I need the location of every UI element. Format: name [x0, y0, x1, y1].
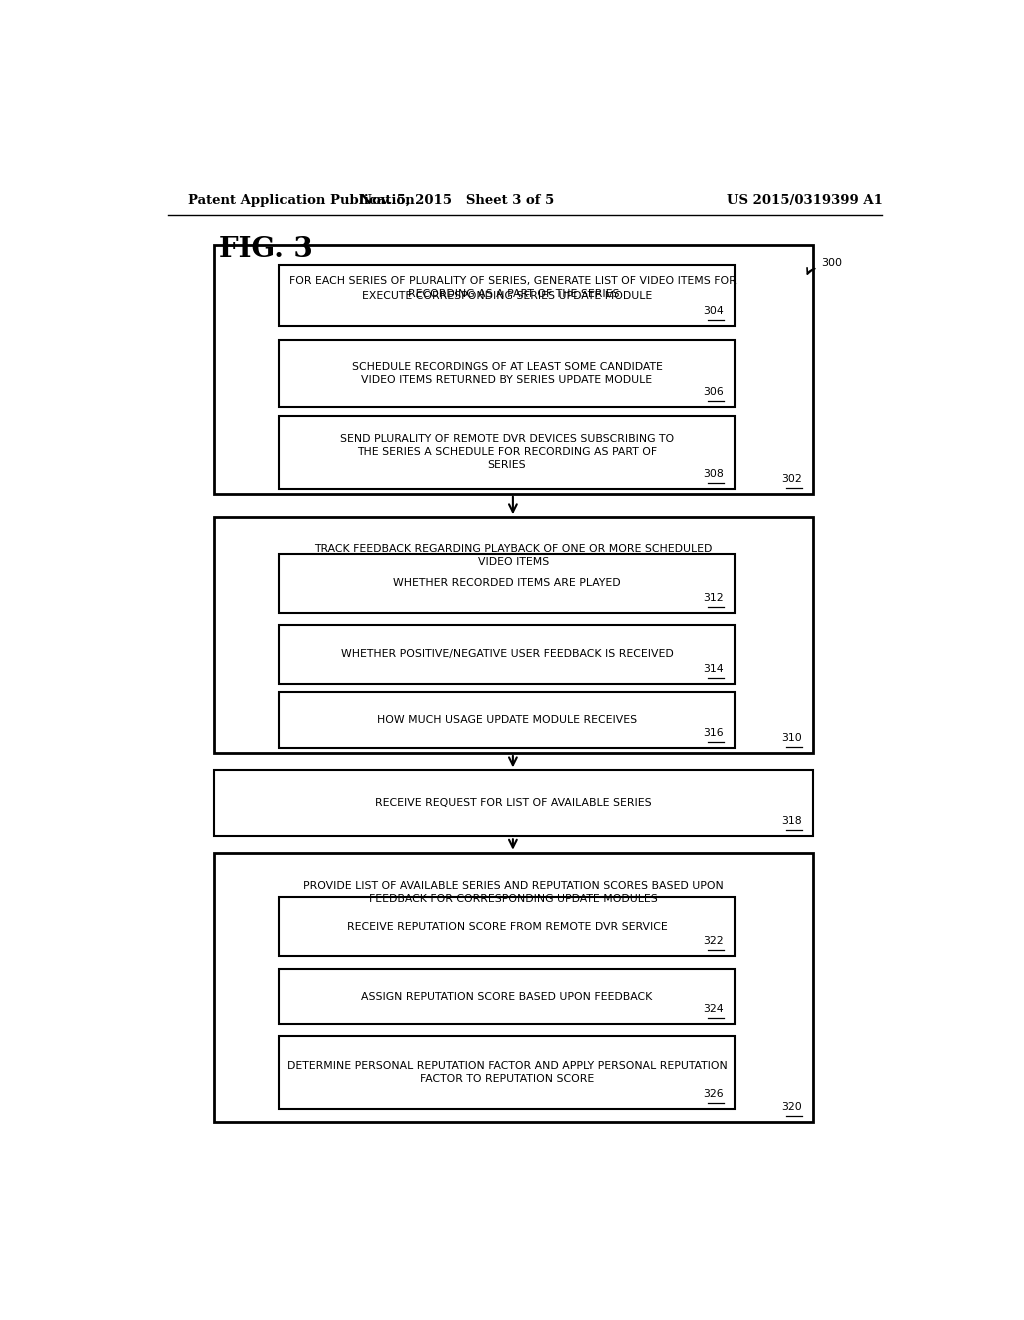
FancyBboxPatch shape	[279, 416, 735, 488]
Text: 314: 314	[703, 664, 724, 673]
FancyBboxPatch shape	[214, 517, 813, 752]
Text: 302: 302	[781, 474, 802, 483]
Text: Patent Application Publication: Patent Application Publication	[187, 194, 415, 206]
Text: 304: 304	[703, 306, 724, 315]
Text: SEND PLURALITY OF REMOTE DVR DEVICES SUBSCRIBING TO
THE SERIES A SCHEDULE FOR RE: SEND PLURALITY OF REMOTE DVR DEVICES SUB…	[340, 434, 674, 470]
FancyBboxPatch shape	[279, 692, 735, 748]
Text: ASSIGN REPUTATION SCORE BASED UPON FEEDBACK: ASSIGN REPUTATION SCORE BASED UPON FEEDB…	[361, 991, 652, 1002]
FancyBboxPatch shape	[214, 771, 813, 837]
Text: EXECUTE CORRESPONDING SERIES UPDATE MODULE: EXECUTE CORRESPONDING SERIES UPDATE MODU…	[361, 290, 652, 301]
Text: WHETHER RECORDED ITEMS ARE PLAYED: WHETHER RECORDED ITEMS ARE PLAYED	[393, 578, 621, 589]
Text: SCHEDULE RECORDINGS OF AT LEAST SOME CANDIDATE
VIDEO ITEMS RETURNED BY SERIES UP: SCHEDULE RECORDINGS OF AT LEAST SOME CAN…	[351, 362, 663, 385]
Text: 306: 306	[703, 387, 724, 397]
Text: 318: 318	[781, 816, 802, 826]
Text: DETERMINE PERSONAL REPUTATION FACTOR AND APPLY PERSONAL REPUTATION
FACTOR TO REP: DETERMINE PERSONAL REPUTATION FACTOR AND…	[287, 1060, 727, 1084]
Text: 308: 308	[703, 469, 724, 479]
Text: 326: 326	[703, 1089, 724, 1098]
Text: US 2015/0319399 A1: US 2015/0319399 A1	[727, 194, 883, 206]
Text: 320: 320	[781, 1102, 802, 1111]
Text: 310: 310	[781, 733, 802, 743]
FancyBboxPatch shape	[279, 1036, 735, 1109]
FancyBboxPatch shape	[279, 265, 735, 326]
Text: TRACK FEEDBACK REGARDING PLAYBACK OF ONE OR MORE SCHEDULED
VIDEO ITEMS: TRACK FEEDBACK REGARDING PLAYBACK OF ONE…	[314, 544, 713, 568]
Text: HOW MUCH USAGE UPDATE MODULE RECEIVES: HOW MUCH USAGE UPDATE MODULE RECEIVES	[377, 715, 637, 725]
Text: FIG. 3: FIG. 3	[219, 236, 313, 264]
FancyBboxPatch shape	[279, 554, 735, 612]
Text: PROVIDE LIST OF AVAILABLE SERIES AND REPUTATION SCORES BASED UPON
FEEDBACK FOR C: PROVIDE LIST OF AVAILABLE SERIES AND REP…	[303, 880, 724, 904]
Text: FOR EACH SERIES OF PLURALITY OF SERIES, GENERATE LIST OF VIDEO ITEMS FOR
RECORDI: FOR EACH SERIES OF PLURALITY OF SERIES, …	[290, 276, 737, 298]
Text: RECEIVE REQUEST FOR LIST OF AVAILABLE SERIES: RECEIVE REQUEST FOR LIST OF AVAILABLE SE…	[375, 799, 651, 808]
FancyBboxPatch shape	[279, 898, 735, 956]
FancyBboxPatch shape	[214, 853, 813, 1122]
Text: 316: 316	[703, 727, 724, 738]
Text: Nov. 5, 2015   Sheet 3 of 5: Nov. 5, 2015 Sheet 3 of 5	[360, 194, 554, 206]
FancyBboxPatch shape	[279, 341, 735, 408]
FancyBboxPatch shape	[214, 244, 813, 494]
FancyBboxPatch shape	[279, 969, 735, 1024]
Text: RECEIVE REPUTATION SCORE FROM REMOTE DVR SERVICE: RECEIVE REPUTATION SCORE FROM REMOTE DVR…	[346, 921, 668, 932]
FancyBboxPatch shape	[279, 624, 735, 684]
Text: 322: 322	[703, 936, 724, 946]
Text: 312: 312	[703, 593, 724, 602]
Text: WHETHER POSITIVE/NEGATIVE USER FEEDBACK IS RECEIVED: WHETHER POSITIVE/NEGATIVE USER FEEDBACK …	[341, 649, 674, 660]
Text: 300: 300	[821, 259, 842, 268]
Text: 324: 324	[703, 1005, 724, 1014]
